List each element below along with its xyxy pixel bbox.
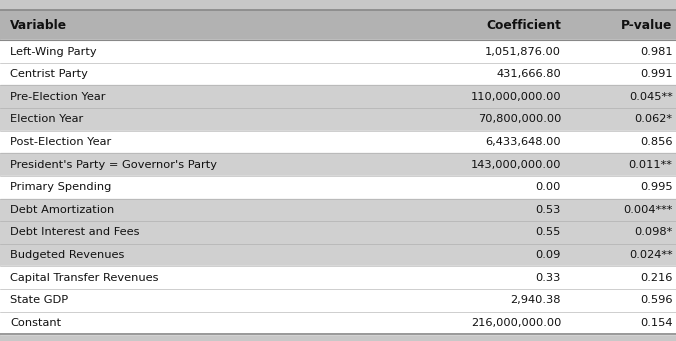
Bar xyxy=(0,312,676,334)
Text: Coefficient: Coefficient xyxy=(486,19,561,32)
Text: 0.981: 0.981 xyxy=(640,46,673,57)
Bar xyxy=(0,244,676,266)
Bar xyxy=(0,10,676,40)
Bar xyxy=(0,198,676,221)
Text: Variable: Variable xyxy=(10,19,68,32)
Text: 431,666.80: 431,666.80 xyxy=(496,69,561,79)
Text: Post-Election Year: Post-Election Year xyxy=(10,137,112,147)
Bar xyxy=(0,108,676,131)
Text: 0.53: 0.53 xyxy=(535,205,561,215)
Text: 0.991: 0.991 xyxy=(640,69,673,79)
Text: 0.216: 0.216 xyxy=(640,273,673,283)
Text: 1,051,876.00: 1,051,876.00 xyxy=(485,46,561,57)
Text: 0.024**: 0.024** xyxy=(629,250,673,260)
Text: State GDP: State GDP xyxy=(10,295,68,305)
Bar xyxy=(0,176,676,198)
Bar xyxy=(0,63,676,86)
Text: 0.09: 0.09 xyxy=(535,250,561,260)
Text: 0.062*: 0.062* xyxy=(635,114,673,124)
Text: 2,940.38: 2,940.38 xyxy=(510,295,561,305)
Text: President's Party = Governor's Party: President's Party = Governor's Party xyxy=(10,160,217,169)
Bar xyxy=(0,40,676,63)
Text: 0.995: 0.995 xyxy=(640,182,673,192)
Bar xyxy=(0,221,676,244)
Text: Capital Transfer Revenues: Capital Transfer Revenues xyxy=(10,273,159,283)
Text: 0.098*: 0.098* xyxy=(634,227,673,237)
Text: 216,000,000.00: 216,000,000.00 xyxy=(470,318,561,328)
Bar xyxy=(0,289,676,312)
Text: Left-Wing Party: Left-Wing Party xyxy=(10,46,97,57)
Text: 0.011**: 0.011** xyxy=(629,160,673,169)
Bar xyxy=(0,131,676,153)
Text: 0.55: 0.55 xyxy=(535,227,561,237)
Text: 0.00: 0.00 xyxy=(535,182,561,192)
Text: Centrist Party: Centrist Party xyxy=(10,69,88,79)
Text: Primary Spending: Primary Spending xyxy=(10,182,112,192)
Text: Election Year: Election Year xyxy=(10,114,83,124)
Text: 0.33: 0.33 xyxy=(535,273,561,283)
Text: 143,000,000.00: 143,000,000.00 xyxy=(470,160,561,169)
Text: Constant: Constant xyxy=(10,318,62,328)
Text: 0.045**: 0.045** xyxy=(629,92,673,102)
Bar xyxy=(0,266,676,289)
Text: 0.596: 0.596 xyxy=(640,295,673,305)
Text: 0.154: 0.154 xyxy=(640,318,673,328)
Text: Debt Amortization: Debt Amortization xyxy=(10,205,114,215)
Text: 70,800,000.00: 70,800,000.00 xyxy=(478,114,561,124)
Text: Budgeted Revenues: Budgeted Revenues xyxy=(10,250,124,260)
Text: 0.004***: 0.004*** xyxy=(623,205,673,215)
Bar xyxy=(0,86,676,108)
Text: 6,433,648.00: 6,433,648.00 xyxy=(485,137,561,147)
Text: 110,000,000.00: 110,000,000.00 xyxy=(470,92,561,102)
Text: 0.856: 0.856 xyxy=(640,137,673,147)
Text: P-value: P-value xyxy=(621,19,673,32)
Text: Debt Interest and Fees: Debt Interest and Fees xyxy=(10,227,140,237)
Text: Pre-Election Year: Pre-Election Year xyxy=(10,92,105,102)
Bar xyxy=(0,153,676,176)
